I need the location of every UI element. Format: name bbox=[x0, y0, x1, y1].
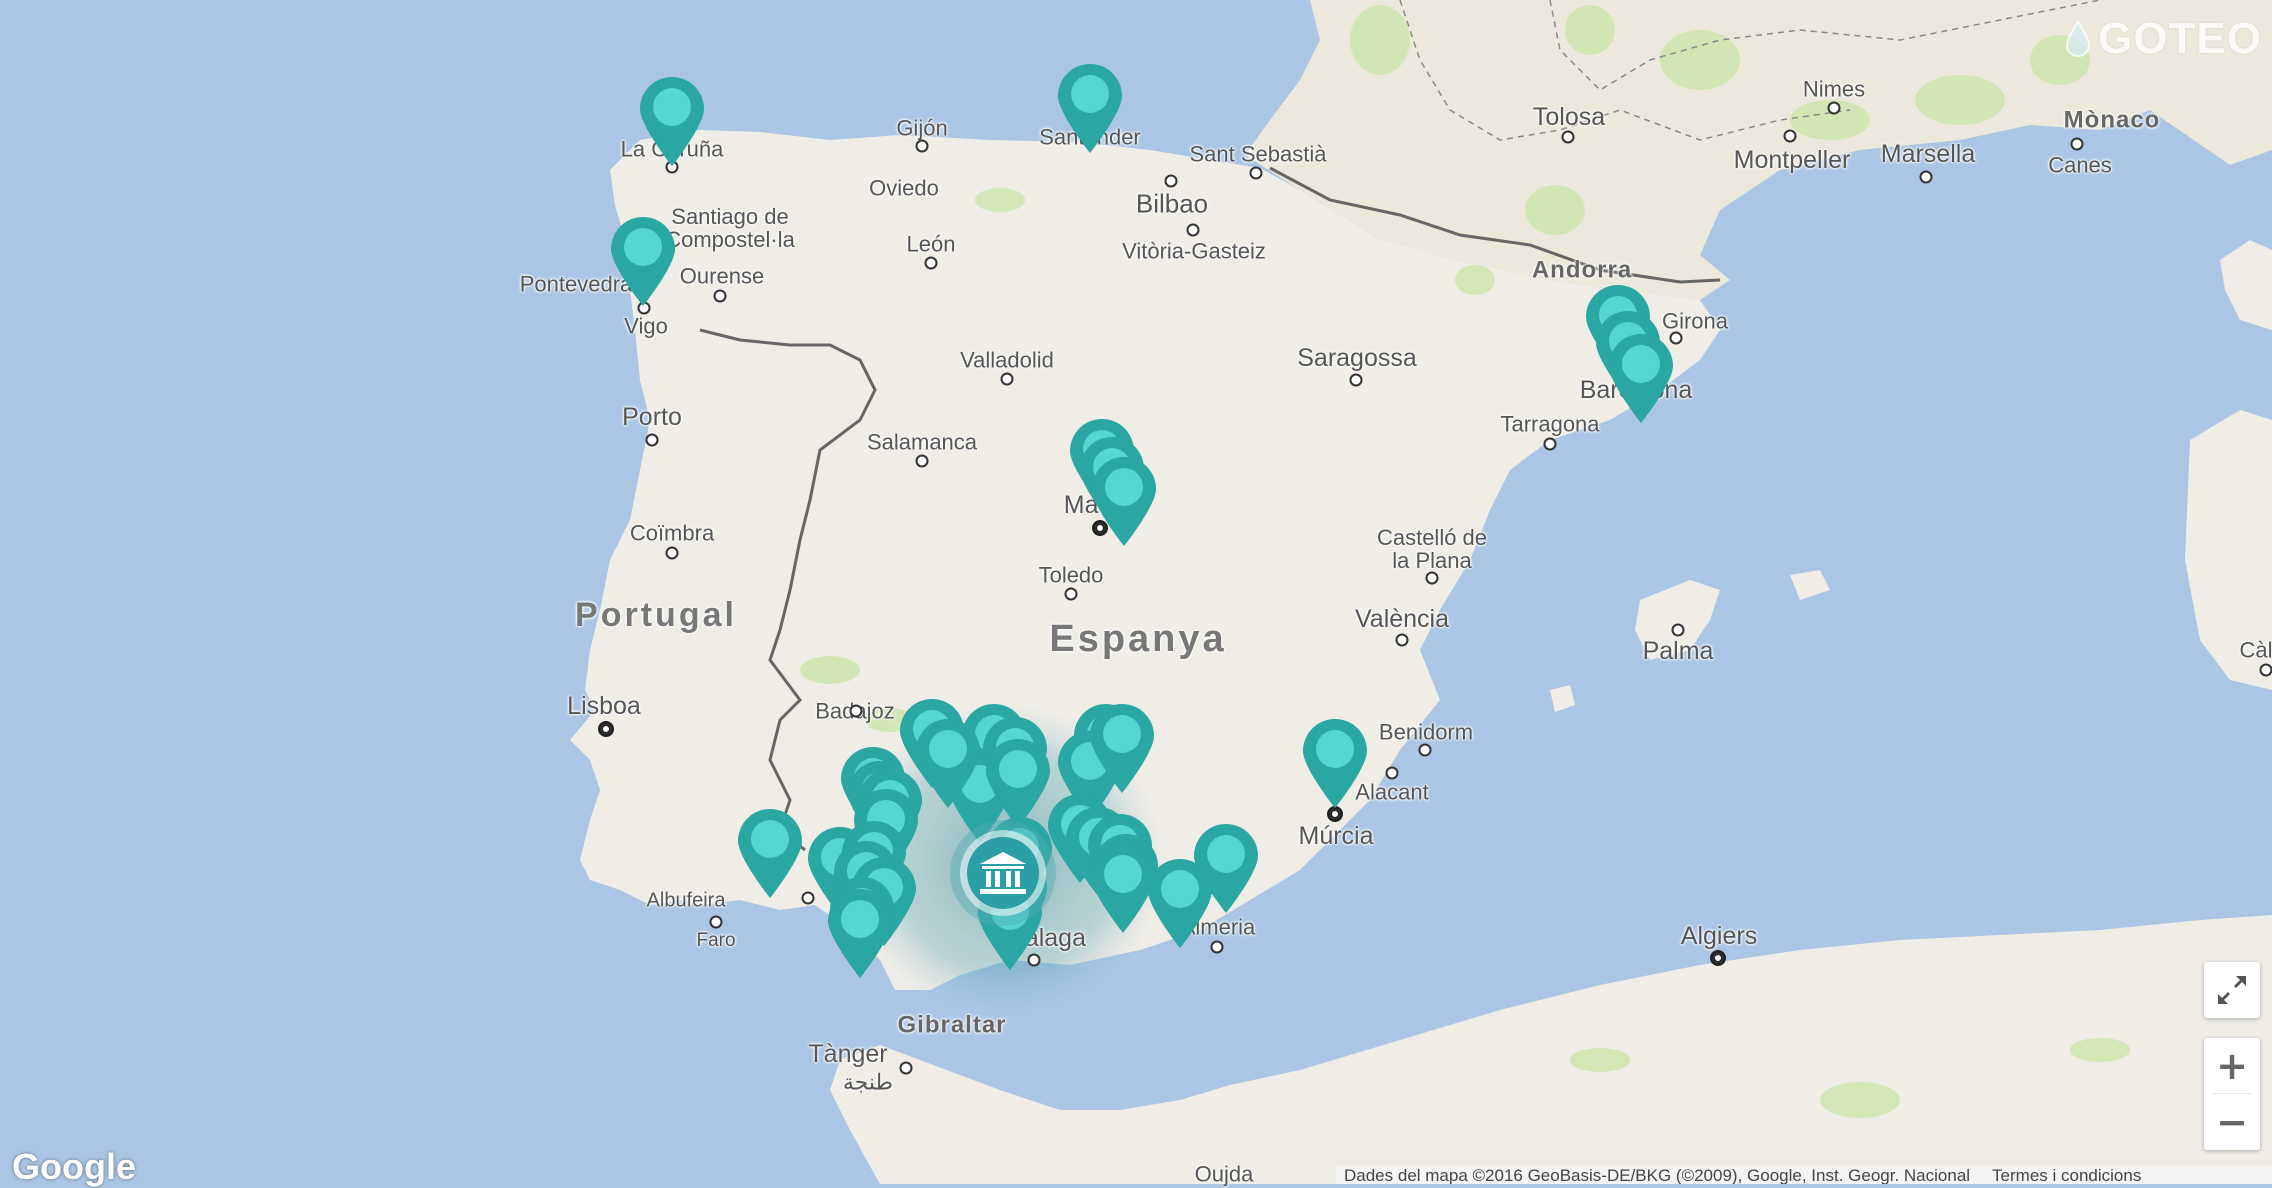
city-dot bbox=[1544, 438, 1557, 451]
city-dot bbox=[1250, 167, 1263, 180]
city-label-valladolid: Valladolid bbox=[960, 348, 1054, 371]
city-label-algiers: Algiers bbox=[1681, 923, 1757, 949]
city-dot bbox=[850, 705, 863, 718]
city-label-vigo: Vigo bbox=[624, 314, 668, 337]
city-label-oviedo: Oviedo bbox=[869, 176, 939, 199]
country-label-portugal: Portugal bbox=[575, 598, 737, 634]
capital-dot bbox=[1710, 950, 1726, 966]
city-label-palma: Palma bbox=[1643, 638, 1714, 664]
city-dot bbox=[1001, 373, 1014, 386]
terms-link[interactable]: Termes i condicions bbox=[1992, 1166, 2141, 1184]
zoom-in-button[interactable]: + bbox=[2204, 1038, 2260, 1093]
map-data-attribution: Dades del mapa ©2016 GeoBasis-DE/BKG (©2… bbox=[1344, 1166, 1970, 1184]
city-label-lisboa: Lisboa bbox=[567, 693, 641, 719]
city-label-canes: Canes bbox=[2048, 153, 2112, 176]
city-dot bbox=[1426, 572, 1439, 585]
city-dot bbox=[1187, 224, 1200, 237]
city-dot bbox=[710, 916, 723, 929]
city-label-toledo: Toledo bbox=[1039, 563, 1104, 586]
city-dot bbox=[1828, 102, 1841, 115]
drop-icon bbox=[2064, 20, 2092, 58]
city-label-girona: Girona bbox=[1662, 309, 1728, 332]
city-label-monaco: Mònaco bbox=[2064, 107, 2161, 132]
zoom-controls: + − bbox=[2204, 1038, 2260, 1150]
city-label-murcia: Múrcia bbox=[1298, 823, 1373, 849]
city-label-faro: Faro bbox=[696, 931, 735, 951]
city-label-santiago: Santiago de Compostel·la bbox=[665, 205, 795, 251]
city-dot bbox=[900, 1062, 913, 1075]
city-label-tanger: Tànger bbox=[808, 1041, 887, 1067]
city-dot bbox=[1562, 131, 1575, 144]
city-label-cagliari: Càl bbox=[2239, 638, 2272, 661]
city-dot bbox=[916, 140, 929, 153]
city-dot bbox=[1065, 588, 1078, 601]
city-label-marsella: Marsella bbox=[1881, 141, 1975, 167]
city-dot bbox=[714, 290, 727, 303]
city-label-nimes: Nimes bbox=[1803, 77, 1865, 100]
project-marker[interactable] bbox=[1088, 703, 1156, 795]
project-marker[interactable] bbox=[914, 718, 982, 810]
city-label-oujda: Oujda bbox=[1195, 1162, 1254, 1185]
goteo-logo[interactable]: GOTEO bbox=[2064, 14, 2262, 64]
project-marker[interactable] bbox=[1056, 63, 1124, 155]
project-marker[interactable] bbox=[736, 808, 804, 900]
city-label-castello: Castelló de la Plana bbox=[1377, 526, 1487, 572]
city-dot bbox=[646, 434, 659, 447]
country-label-espanya: Espanya bbox=[1049, 620, 1226, 660]
project-marker[interactable] bbox=[826, 888, 894, 980]
goteo-logo-text: GOTEO bbox=[2098, 14, 2262, 64]
city-label-vitoria: Vitòria-Gasteiz bbox=[1122, 239, 1266, 262]
project-marker[interactable] bbox=[1607, 333, 1675, 425]
capital-dot bbox=[598, 721, 614, 737]
city-dot bbox=[1350, 374, 1363, 387]
city-label-saragossa: Saragossa bbox=[1297, 345, 1417, 371]
city-dot bbox=[1920, 171, 1933, 184]
city-dot bbox=[1419, 744, 1432, 757]
city-dot bbox=[1784, 130, 1797, 143]
city-label-salamanca: Salamanca bbox=[867, 430, 977, 453]
city-dot bbox=[1386, 767, 1399, 780]
city-label-montpeller: Montpeller bbox=[1734, 147, 1851, 173]
map-attribution: Dades del mapa ©2016 GeoBasis-DE/BKG (©2… bbox=[1336, 1166, 2272, 1184]
fullscreen-exit-icon bbox=[2214, 972, 2250, 1008]
city-label-sant-sebastia: Sant Sebastià bbox=[1190, 142, 1327, 165]
city-dot bbox=[916, 455, 929, 468]
institution-icon bbox=[978, 850, 1028, 896]
project-marker[interactable] bbox=[984, 738, 1052, 830]
project-marker[interactable] bbox=[1301, 718, 1369, 810]
country-label-andorra: Andorra bbox=[1532, 257, 1632, 282]
city-dot bbox=[1396, 634, 1409, 647]
city-label-tarragona: Tarragona bbox=[1500, 412, 1599, 435]
city-label-coimbra: Coïmbra bbox=[630, 521, 714, 544]
city-label-gijon: Gijón bbox=[896, 116, 947, 139]
city-dot bbox=[666, 547, 679, 560]
city-label-valencia: València bbox=[1355, 606, 1449, 632]
city-label-leon: León bbox=[907, 232, 956, 255]
city-dot bbox=[1672, 624, 1685, 637]
label-gibraltar: Gibraltar bbox=[897, 1012, 1006, 1037]
city-dot bbox=[2260, 664, 2272, 677]
city-label-bilbao: Bilbao bbox=[1136, 190, 1208, 217]
city-dot bbox=[925, 257, 938, 270]
city-label-albufeira: Albufeira bbox=[647, 891, 726, 912]
project-marker[interactable] bbox=[638, 76, 706, 168]
project-marker[interactable] bbox=[609, 216, 677, 308]
city-label-benidorm: Benidorm bbox=[1379, 720, 1473, 743]
city-dot bbox=[2071, 138, 2084, 151]
city-label-tolosa: Tolosa bbox=[1533, 104, 1605, 130]
zoom-out-button[interactable]: − bbox=[2204, 1094, 2260, 1149]
city-label-ourense: Ourense bbox=[680, 264, 764, 287]
project-marker[interactable] bbox=[1192, 823, 1260, 915]
city-label-porto: Porto bbox=[622, 404, 682, 430]
city-dot bbox=[1165, 175, 1178, 188]
cluster-marker[interactable] bbox=[950, 820, 1056, 926]
project-marker[interactable] bbox=[1090, 456, 1158, 548]
google-logo[interactable]: Google bbox=[12, 1146, 136, 1188]
fullscreen-button[interactable] bbox=[2204, 962, 2260, 1018]
city-label-tanger-arabic: طنجة bbox=[843, 1070, 893, 1093]
